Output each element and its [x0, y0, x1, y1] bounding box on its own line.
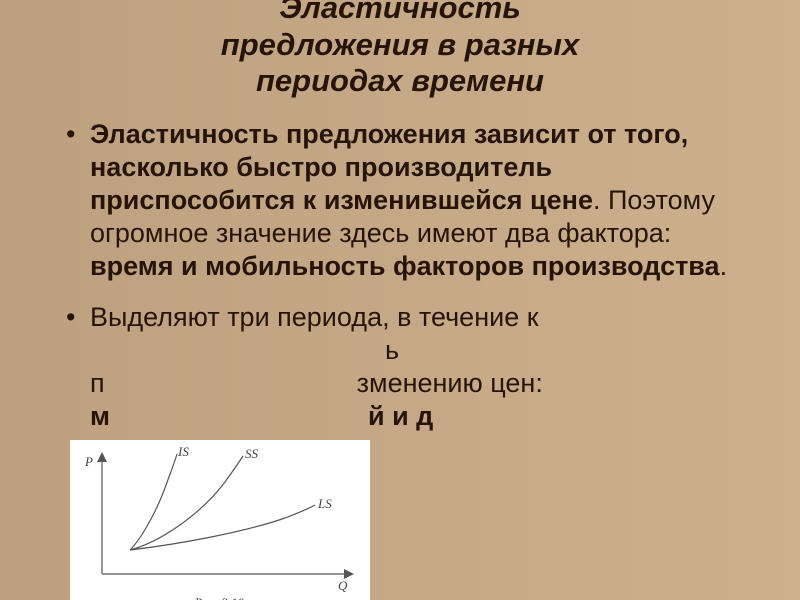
chart-svg: P Q IS SS LS [70, 440, 370, 595]
bullet-list: Эластичность предложения зависит от того… [62, 118, 748, 432]
svg-text:Q: Q [338, 578, 348, 593]
svg-text:P: P [84, 454, 93, 469]
svg-text:SS: SS [245, 446, 259, 461]
slide-title: Эластичностьпредложения в разныхпериодах… [0, 0, 800, 100]
svg-text:LS: LS [317, 496, 332, 511]
slide-body: Эластичность предложения зависит от того… [62, 118, 748, 450]
svg-text:IS: IS [177, 444, 189, 459]
chart-figure: P Q IS SS LS Рис. 3.10 [70, 440, 370, 600]
bullet-item: Эластичность предложения зависит от того… [62, 118, 748, 283]
bullet-item: Выделяют три периода, в течение кьпзмене… [62, 301, 748, 433]
chart-caption: Рис. 3.10 [70, 595, 370, 600]
